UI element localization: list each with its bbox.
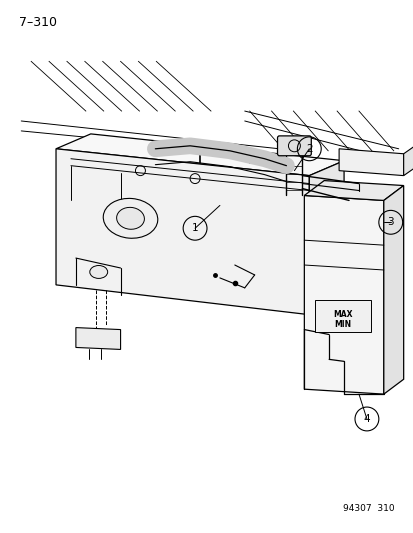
Polygon shape (304, 181, 403, 200)
Ellipse shape (90, 265, 107, 278)
FancyBboxPatch shape (277, 136, 311, 156)
Polygon shape (76, 328, 120, 350)
Text: MIN: MIN (334, 320, 351, 329)
Text: 3: 3 (387, 217, 393, 227)
Polygon shape (56, 149, 309, 314)
Polygon shape (309, 161, 343, 314)
Text: 2: 2 (305, 144, 312, 154)
Text: 1: 1 (191, 223, 198, 233)
Text: 7–310: 7–310 (19, 15, 57, 29)
Polygon shape (383, 185, 403, 394)
Polygon shape (304, 196, 383, 394)
Text: MAX: MAX (332, 310, 352, 319)
Polygon shape (403, 147, 413, 175)
Text: 94307  310: 94307 310 (342, 504, 394, 513)
FancyBboxPatch shape (315, 300, 370, 332)
Ellipse shape (103, 198, 157, 238)
Polygon shape (338, 149, 403, 175)
Text: 4: 4 (363, 414, 369, 424)
Polygon shape (56, 134, 343, 175)
Ellipse shape (116, 207, 144, 229)
